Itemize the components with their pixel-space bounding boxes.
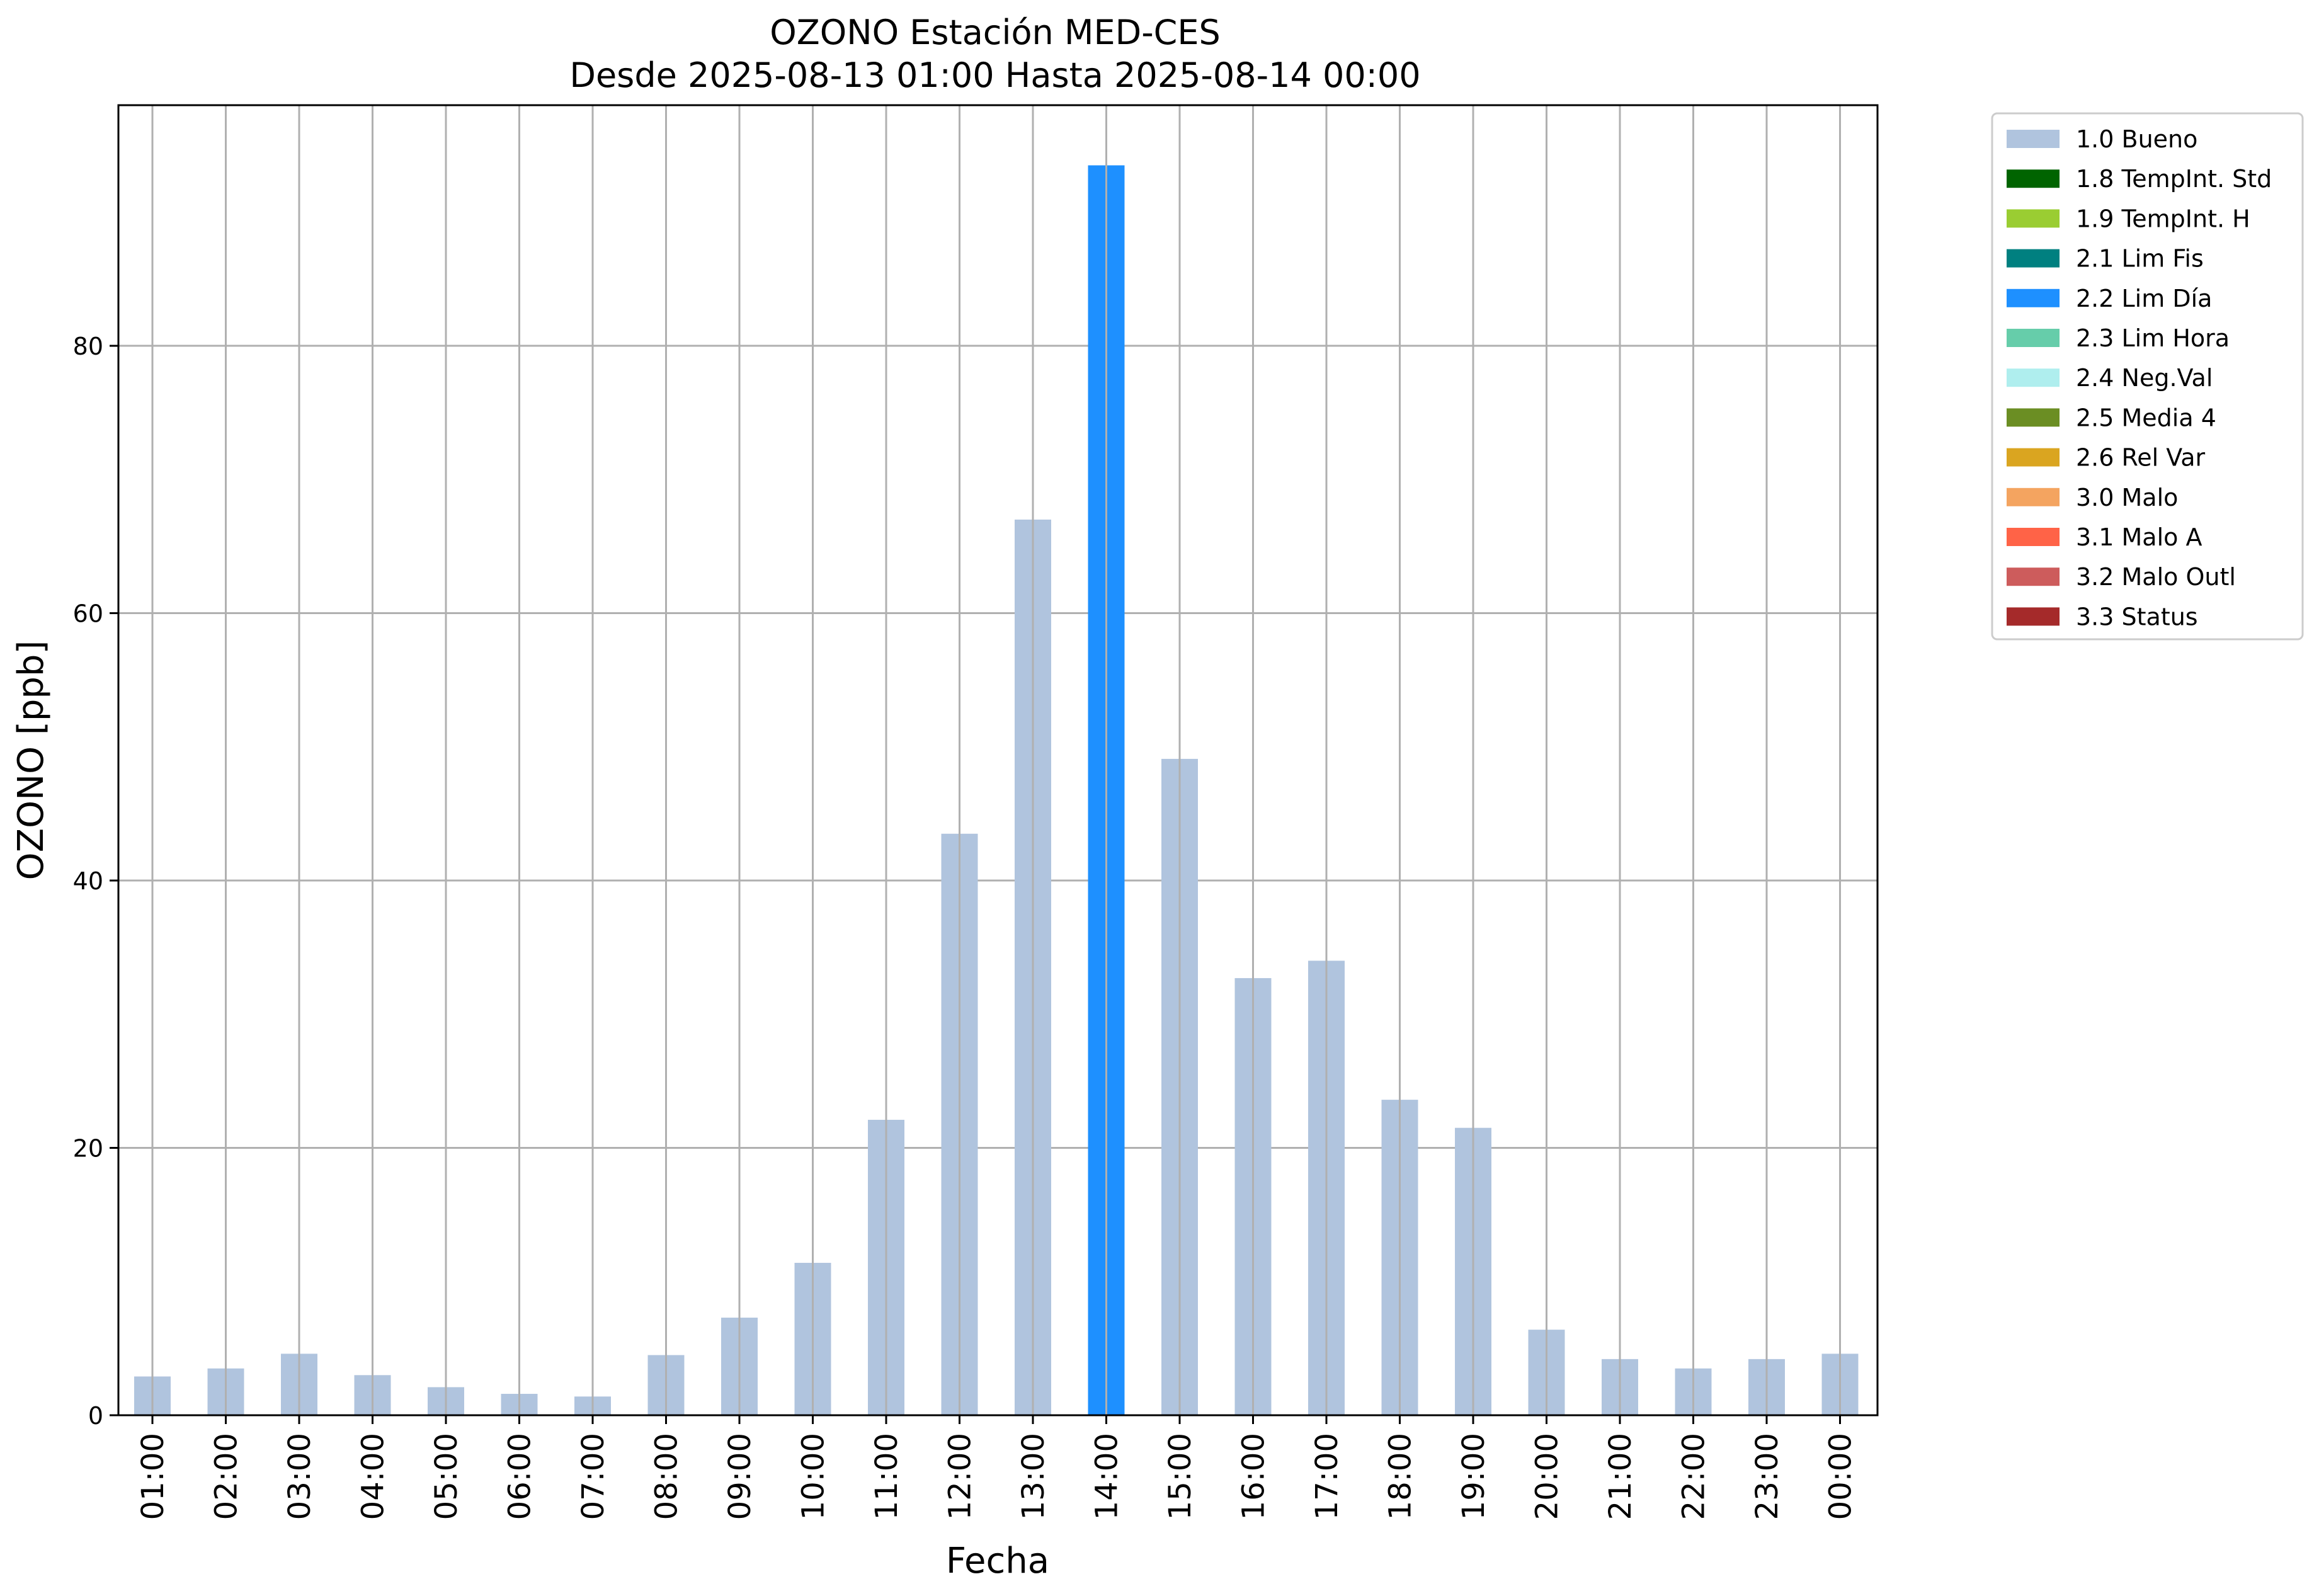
x-tick-label: 01:00 xyxy=(135,1433,171,1520)
legend-swatch xyxy=(2007,329,2060,347)
chart-subtitle: Desde 2025-08-13 01:00 Hasta 2025-08-14 … xyxy=(569,55,1420,95)
x-tick-label: 18:00 xyxy=(1383,1433,1418,1520)
legend-swatch xyxy=(2007,368,2060,387)
y-tick-label: 60 xyxy=(73,600,103,628)
legend-swatch xyxy=(2007,528,2060,546)
legend-label: 2.5 Media 4 xyxy=(2076,404,2216,431)
x-tick-label: 14:00 xyxy=(1090,1433,1125,1520)
x-tick-label: 02:00 xyxy=(209,1433,244,1520)
legend-items: 1.0 Bueno 1.8 TempInt. Std 1.9 TempInt. H 2… xyxy=(2007,125,2272,630)
x-tick-label: 15:00 xyxy=(1163,1433,1198,1520)
legend-label: 3.1 Malo A xyxy=(2076,523,2202,551)
legend-swatch xyxy=(2007,249,2060,268)
x-tick-label: 17:00 xyxy=(1309,1433,1345,1520)
y-axis-label: OZONO [ppb] xyxy=(11,641,52,881)
x-axis-ticks: 01:00 02:00 03:00 04:00 05:00 06:00 07:00 08:00… xyxy=(135,1415,1859,1520)
legend-label: 3.2 Malo Outl xyxy=(2076,563,2236,591)
x-tick-label: 12:00 xyxy=(943,1433,978,1520)
x-tick-label: 11:00 xyxy=(869,1433,904,1520)
x-tick-label: 13:00 xyxy=(1016,1433,1051,1520)
y-tick-label: 40 xyxy=(73,867,103,895)
legend-label: 2.4 Neg.Val xyxy=(2076,364,2213,392)
legend-swatch xyxy=(2007,169,2060,188)
legend-label: 2.6 Rel Var xyxy=(2076,444,2206,472)
x-tick-label: 09:00 xyxy=(722,1433,758,1520)
legend-box xyxy=(1991,112,2304,641)
legend-label: 3.3 Status xyxy=(2076,603,2198,630)
legend-label: 2.2 Lim Día xyxy=(2076,285,2212,312)
x-tick-label: 08:00 xyxy=(649,1433,685,1520)
x-tick-label: 21:00 xyxy=(1603,1433,1638,1520)
legend-swatch xyxy=(2007,288,2060,307)
legend-label: 3.0 Malo xyxy=(2076,484,2178,511)
legend-swatch xyxy=(2007,607,2060,626)
x-axis-label: Fecha xyxy=(946,1541,1049,1582)
x-tick-label: 20:00 xyxy=(1530,1433,1565,1520)
x-tick-label: 10:00 xyxy=(796,1433,831,1520)
legend-swatch xyxy=(2007,209,2060,228)
legend-label: 1.0 Bueno xyxy=(2076,125,2197,153)
y-tick-label: 0 xyxy=(88,1402,103,1430)
x-tick-label: 06:00 xyxy=(503,1433,538,1520)
legend-swatch xyxy=(2007,448,2060,467)
legend-label: 2.3 Lim Hora xyxy=(2076,324,2230,352)
legend-label: 1.9 TempInt. H xyxy=(2076,205,2250,232)
bars xyxy=(134,105,1859,1415)
y-tick-label: 20 xyxy=(73,1135,103,1163)
x-tick-label: 05:00 xyxy=(429,1433,464,1520)
chart-title: OZONO Estación MED-CES xyxy=(770,13,1221,52)
x-tick-label: 19:00 xyxy=(1456,1433,1491,1520)
x-tick-label: 00:00 xyxy=(1823,1433,1859,1520)
x-tick-label: 23:00 xyxy=(1750,1433,1785,1520)
y-axis-ticks: 0 20 40 60 80 xyxy=(73,333,118,1430)
x-tick-label: 07:00 xyxy=(576,1433,611,1520)
legend-swatch xyxy=(2007,487,2060,506)
legend: 1.0 Bueno 1.8 TempInt. Std 1.9 TempInt. H 2… xyxy=(1991,112,2304,641)
legend-label: 2.1 Lim Fis xyxy=(2076,245,2204,273)
legend-swatch xyxy=(2007,567,2060,586)
x-tick-label: 16:00 xyxy=(1236,1433,1272,1520)
legend-swatch xyxy=(2007,130,2060,148)
legend-label: 1.8 TempInt. Std xyxy=(2076,165,2272,193)
x-tick-label: 04:00 xyxy=(356,1433,391,1520)
y-tick-label: 80 xyxy=(73,333,103,360)
plot-frame xyxy=(117,104,1879,1416)
x-tick-label: 03:00 xyxy=(282,1433,317,1520)
x-tick-label: 22:00 xyxy=(1677,1433,1712,1520)
legend-swatch xyxy=(2007,408,2060,427)
